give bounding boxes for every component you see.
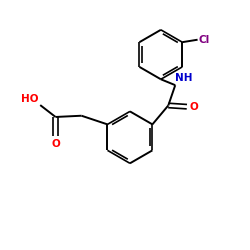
Text: NH: NH: [175, 74, 193, 84]
Text: O: O: [189, 102, 198, 112]
Text: Cl: Cl: [199, 35, 210, 45]
Text: O: O: [51, 139, 60, 149]
Text: HO: HO: [22, 94, 39, 104]
